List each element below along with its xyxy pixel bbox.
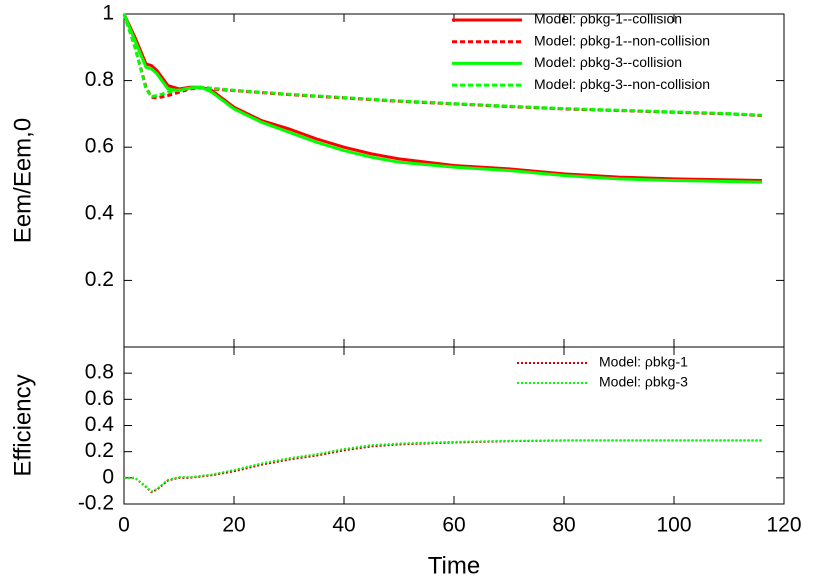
series-line <box>122 13 763 117</box>
legend-label: Model: ρbkg-1 <box>599 354 688 370</box>
plot-frame <box>123 346 785 505</box>
y-tick-label: 0.8 <box>85 361 114 384</box>
series-line <box>124 439 762 494</box>
legend-label: Model: ρbkg-3 <box>599 374 688 390</box>
x-tick-label: 0 <box>118 514 130 537</box>
y-axis-label: Eem/Eem,0 <box>9 118 36 243</box>
legend-label: Model: ρbkg-1--collision <box>534 11 682 27</box>
x-tick-label: 80 <box>552 514 575 537</box>
x-tick-label: 100 <box>656 514 691 537</box>
legend-label: Model: ρbkg-3--collision <box>534 54 682 70</box>
y-tick-label: 1 <box>102 2 114 25</box>
y-tick-label: 0.2 <box>85 268 114 291</box>
y-tick-label: 0.4 <box>85 201 115 224</box>
x-tick-label: 20 <box>222 514 245 537</box>
series-line <box>122 13 763 184</box>
x-axis-label: Time <box>428 552 480 579</box>
y-axis-label: Efficiency <box>9 374 36 476</box>
series-line <box>122 13 763 118</box>
x-tick-label: 40 <box>332 514 355 537</box>
y-tick-label: 0.8 <box>85 68 114 91</box>
legend-label: Model: ρbkg-3--non-collision <box>534 76 710 92</box>
series-line <box>124 439 762 493</box>
y-tick-label: 0.2 <box>85 439 114 462</box>
y-tick-label: 0 <box>102 465 114 488</box>
y-tick-label: 0.4 <box>85 413 115 436</box>
series-line <box>122 13 763 182</box>
y-tick-label: -0.2 <box>78 492 114 515</box>
y-tick-label: 0.6 <box>85 387 114 410</box>
x-tick-label: 120 <box>766 514 801 537</box>
legend-label: Model: ρbkg-1--non-collision <box>534 32 710 48</box>
y-tick-label: 0.6 <box>85 135 114 158</box>
x-tick-label: 60 <box>442 514 465 537</box>
